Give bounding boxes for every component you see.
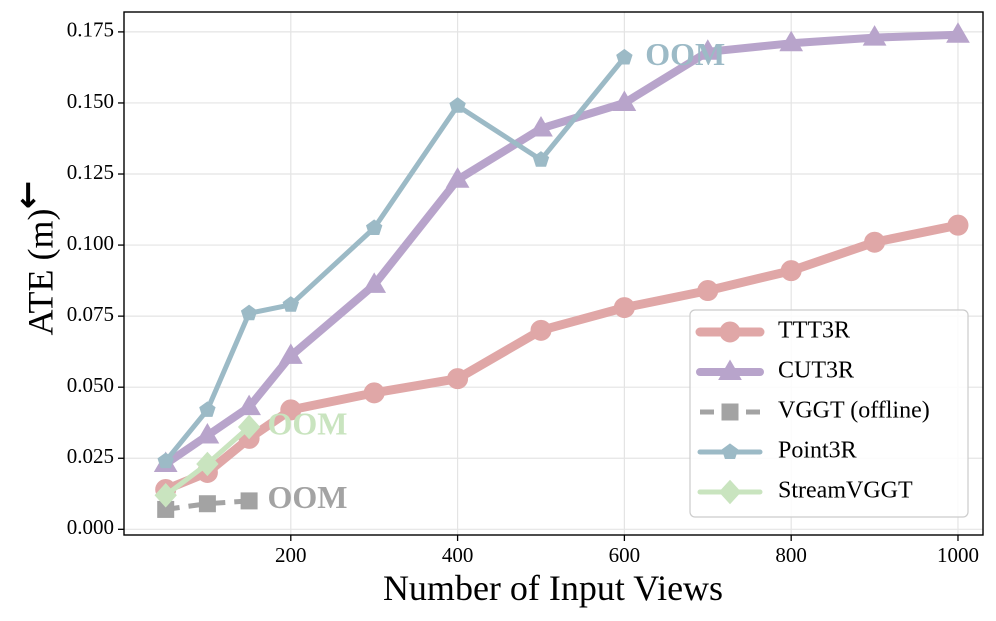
legend-marker <box>718 359 742 380</box>
data-point <box>154 482 177 508</box>
data-point <box>365 219 383 235</box>
x-tick-label: 600 <box>609 543 641 567</box>
data-point <box>278 343 303 364</box>
legend-marker <box>721 403 739 421</box>
data-point <box>363 382 385 404</box>
legend-item-vggt-offline: VGGT (offline) <box>700 398 930 424</box>
y-axis-arrow: ↓ <box>14 177 43 217</box>
x-axis-title: Number of Input Views <box>383 568 723 608</box>
oom-annotation: OOM <box>267 405 347 441</box>
grid <box>124 12 983 535</box>
annotations: OOM OOM OOM <box>267 36 725 515</box>
series-line-vggt-offline <box>165 498 250 512</box>
legend-marker <box>721 443 739 459</box>
legend-item-point3r: Point3R <box>697 438 857 464</box>
data-point <box>282 296 299 312</box>
data-point <box>237 394 261 416</box>
y-axis-title: ATE (m) <box>21 209 61 336</box>
data-point <box>196 451 219 477</box>
data-point <box>613 297 635 319</box>
data-point <box>779 30 804 52</box>
y-tick-label: 0.050 <box>67 373 114 397</box>
x-tick-label: 800 <box>775 543 807 567</box>
legend-label: CUT3R <box>778 358 854 384</box>
y-tick-label: 0.150 <box>67 89 114 113</box>
y-tick-label: 0.125 <box>67 160 114 184</box>
legend-label: Point3R <box>778 438 857 464</box>
legend-item-ttt3r: TTT3R <box>695 318 850 344</box>
data-point <box>946 22 970 43</box>
series-group <box>153 22 970 518</box>
data-point <box>240 492 258 510</box>
legend-marker <box>719 321 741 343</box>
data-point <box>616 48 633 65</box>
data-point <box>532 151 550 167</box>
legend-item-streamvggt: StreamVGGT <box>697 478 913 505</box>
legend-label: StreamVGGT <box>778 478 913 504</box>
data-point <box>697 280 719 302</box>
legend-marker <box>718 479 742 505</box>
ticks: 200 400 600 800 1000 0.000 0.025 0.050 0.075 0.10… <box>67 18 979 567</box>
data-point <box>362 272 387 293</box>
data-point <box>198 495 216 513</box>
data-point <box>195 423 220 444</box>
x-tick-label: 400 <box>442 543 474 567</box>
data-point <box>445 167 470 188</box>
legend: TTT3R CUT3R VGGT (offline) Point3R StreamVGG… <box>689 309 969 518</box>
data-point <box>530 319 552 341</box>
y-tick-label: 0.175 <box>67 18 114 42</box>
data-point <box>157 452 174 469</box>
series-cut3r <box>153 22 970 472</box>
data-point <box>240 304 258 321</box>
data-point <box>780 260 802 282</box>
data-point <box>947 214 969 236</box>
y-axis-title-group: ATE (m) <box>21 209 61 336</box>
y-tick-label: 0.075 <box>67 302 114 326</box>
data-point <box>695 39 720 60</box>
y-tick-label: 0.100 <box>67 231 114 255</box>
legend-item-cut3r: CUT3R <box>696 358 854 384</box>
x-tick-label: 200 <box>275 543 307 567</box>
oom-annotation: OOM <box>267 479 347 515</box>
data-point <box>529 116 553 137</box>
data-point <box>862 25 887 46</box>
oom-annotation: OOM <box>645 36 725 72</box>
plot-frame <box>123 11 984 536</box>
series-streamvggt <box>154 414 261 508</box>
series-point3r <box>157 48 633 469</box>
series-line-point3r <box>163 55 627 464</box>
data-point <box>447 368 469 390</box>
data-point <box>612 90 637 111</box>
data-point <box>864 231 886 253</box>
y-tick-label: 0.025 <box>67 444 114 468</box>
legend-label: VGGT (offline) <box>778 398 930 424</box>
data-point <box>449 97 466 113</box>
data-point <box>280 399 302 421</box>
legend-box <box>689 309 969 518</box>
series-vggt-offline <box>157 492 258 518</box>
x-tick-label: 1000 <box>937 543 979 567</box>
legend-label: TTT3R <box>778 318 850 344</box>
data-point <box>199 401 216 417</box>
data-point <box>237 414 261 440</box>
y-tick-label: 0.000 <box>67 515 114 539</box>
